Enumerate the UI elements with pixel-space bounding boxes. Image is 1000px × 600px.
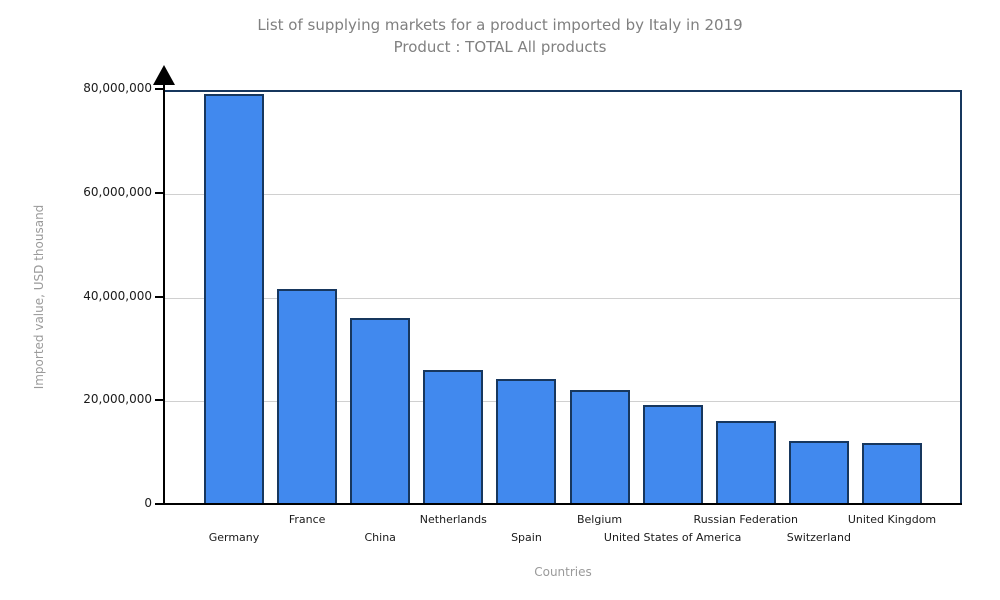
bar-germany[interactable] xyxy=(204,94,264,505)
y-axis-line xyxy=(163,78,165,505)
y-tick-label: 20,000,000 xyxy=(83,392,152,407)
chart-subtitle: Product : TOTAL All products xyxy=(393,38,607,56)
bar-united-kingdom[interactable] xyxy=(862,442,922,505)
bar-france[interactable] xyxy=(277,289,338,505)
x-label-china: China xyxy=(364,531,396,544)
y-tick xyxy=(155,295,164,298)
x-axis-title: Countries xyxy=(534,565,592,579)
gridline xyxy=(164,297,960,299)
y-tick xyxy=(155,399,164,402)
y-tick-label: 80,000,000 xyxy=(83,81,152,95)
x-label-netherlands: Netherlands xyxy=(419,513,487,526)
gridline xyxy=(164,401,960,403)
bar-switzerland[interactable] xyxy=(788,440,849,505)
bar-belgium[interactable] xyxy=(569,390,630,505)
x-label-united-kingdom: United Kingdom xyxy=(847,513,937,526)
x-label-germany: Germany xyxy=(208,531,260,544)
bar-china[interactable] xyxy=(350,317,411,505)
bar-russian-federation[interactable] xyxy=(715,421,776,505)
x-label-russian-federation: Russian Federation xyxy=(693,513,798,526)
x-axis-line xyxy=(163,503,962,505)
x-label-united-states-of-america: United States of America xyxy=(603,531,742,544)
y-tick-label: 0 xyxy=(144,496,152,510)
y-axis-arrow-icon xyxy=(153,65,175,85)
y-tick xyxy=(155,88,164,90)
bar-united-states-of-america[interactable] xyxy=(642,405,703,505)
chart-title: List of supplying markets for a product … xyxy=(257,16,743,34)
y-tick-label: 60,000,000 xyxy=(83,184,152,199)
y-tick-label: 40,000,000 xyxy=(83,288,152,303)
x-label-switzerland: Switzerland xyxy=(786,531,851,544)
gridline xyxy=(164,193,960,195)
x-label-spain: Spain xyxy=(511,531,542,544)
bar-netherlands[interactable] xyxy=(423,370,484,505)
plot-area xyxy=(164,90,962,505)
y-tick xyxy=(155,191,164,194)
bar-spain[interactable] xyxy=(496,378,557,505)
y-tick xyxy=(155,503,164,505)
x-label-france: France xyxy=(288,513,326,526)
x-label-belgium: Belgium xyxy=(576,513,623,526)
